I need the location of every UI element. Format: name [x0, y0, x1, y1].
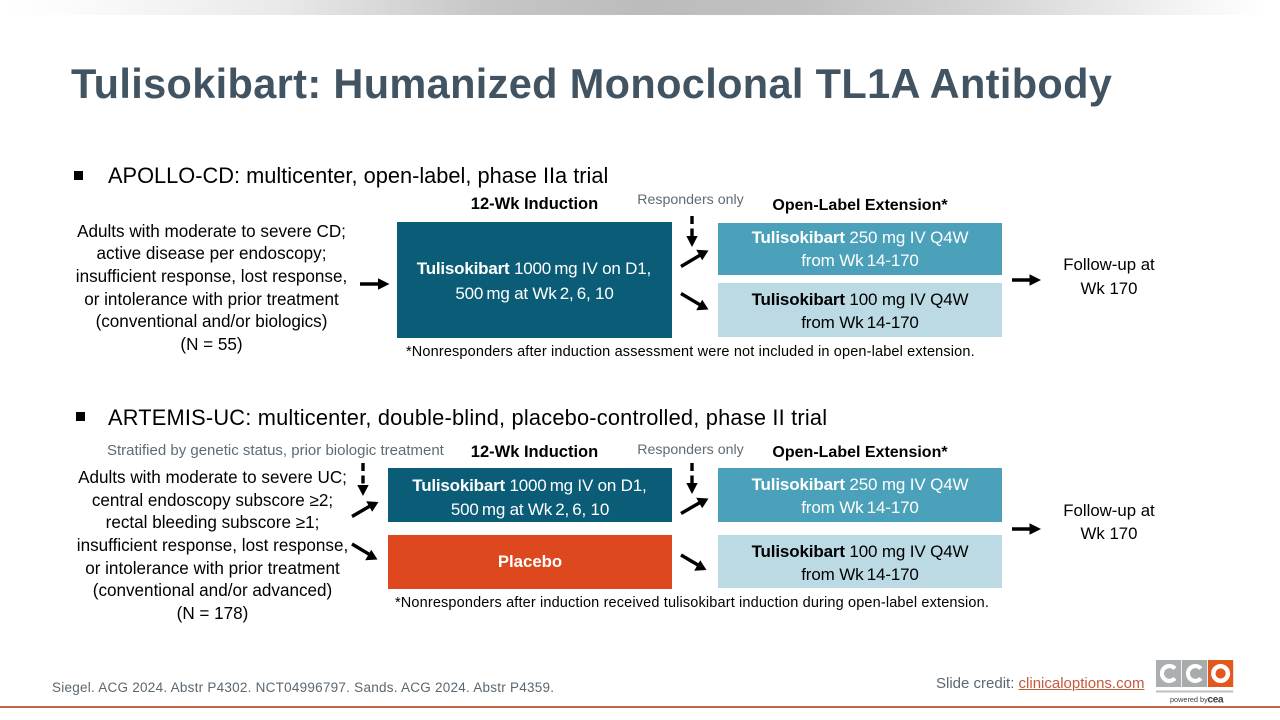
svg-text:cea: cea — [1208, 694, 1225, 705]
svg-text:powered by: powered by — [1170, 695, 1208, 704]
